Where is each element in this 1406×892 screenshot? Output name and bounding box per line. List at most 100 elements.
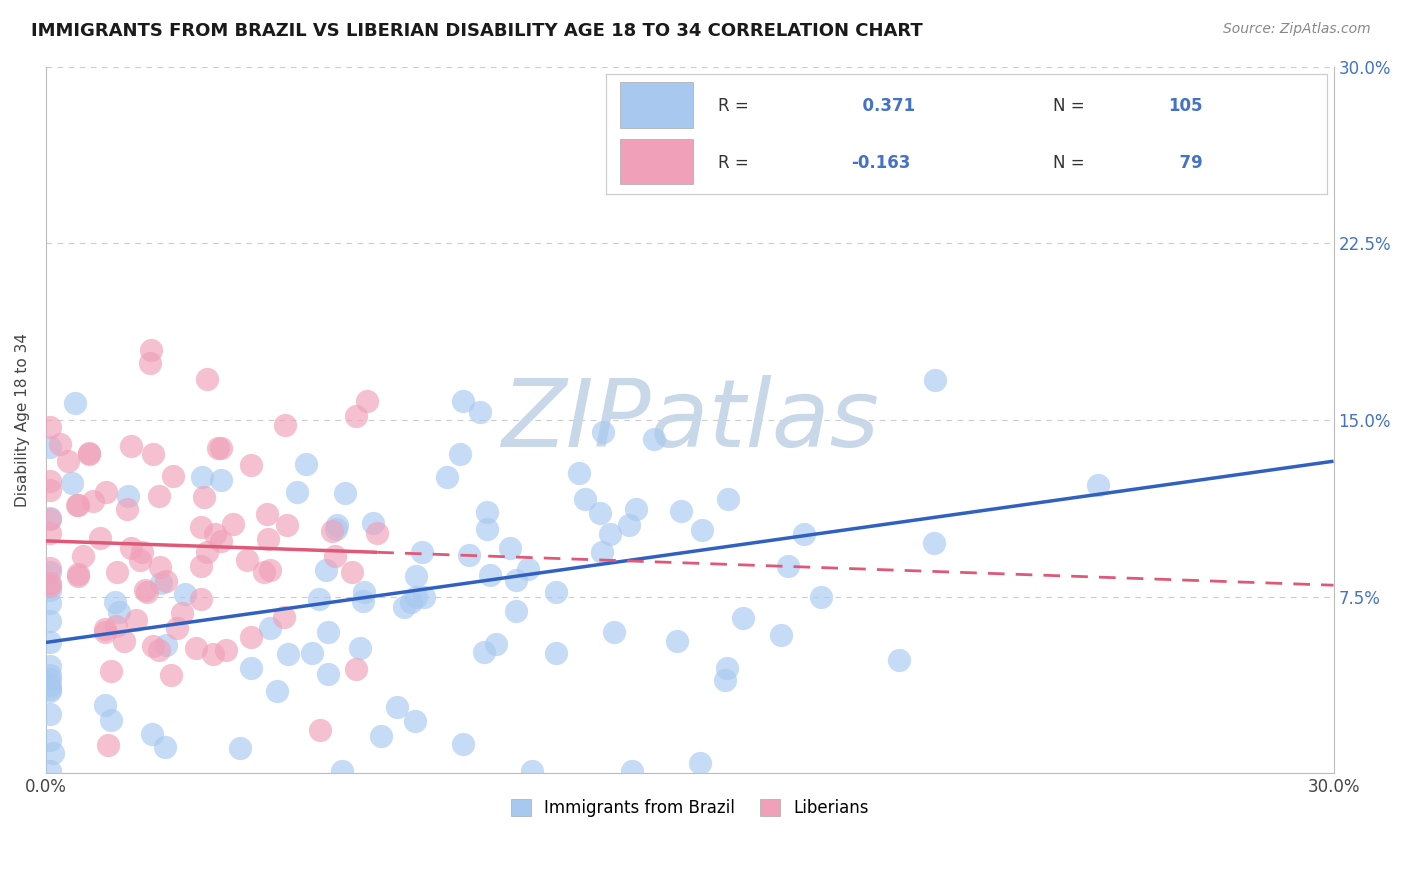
- Point: [97, 738, 120, 752]
- Point: [308, 592, 330, 607]
- Text: Source: ZipAtlas.com: Source: ZipAtlas.com: [1223, 22, 1371, 37]
- Point: [404, 714, 426, 728]
- Point: [150, 575, 173, 590]
- Point: [155, 574, 177, 588]
- Point: [162, 469, 184, 483]
- Point: [340, 565, 363, 579]
- Point: [155, 638, 177, 652]
- Point: [485, 637, 508, 651]
- Point: [603, 624, 626, 639]
- Point: [100, 665, 122, 679]
- Point: [105, 565, 128, 579]
- Point: [56, 454, 79, 468]
- Point: [449, 447, 471, 461]
- Point: [39, 526, 62, 541]
- Point: [285, 485, 308, 500]
- Point: [475, 504, 498, 518]
- Point: [412, 590, 434, 604]
- Point: [544, 647, 567, 661]
- Point: [436, 469, 458, 483]
- Point: [66, 567, 89, 582]
- Point: [451, 738, 474, 752]
- Point: [166, 621, 188, 635]
- Point: [517, 562, 540, 576]
- Point: [39, 672, 62, 686]
- Point: [316, 625, 339, 640]
- Point: [592, 425, 614, 440]
- Point: [39, 682, 62, 697]
- Point: [479, 568, 502, 582]
- Point: [366, 526, 388, 541]
- Point: [295, 457, 318, 471]
- Point: [475, 522, 498, 536]
- Point: [361, 516, 384, 531]
- Point: [39, 512, 62, 526]
- Point: [568, 466, 591, 480]
- Point: [273, 610, 295, 624]
- Point: [544, 585, 567, 599]
- Point: [239, 630, 262, 644]
- Point: [239, 661, 262, 675]
- Point: [770, 628, 793, 642]
- Point: [107, 605, 129, 619]
- Point: [39, 483, 62, 497]
- Point: [39, 634, 62, 648]
- Point: [134, 582, 156, 597]
- Point: [190, 591, 212, 606]
- Point: [100, 714, 122, 728]
- Point: [714, 673, 737, 688]
- Point: [120, 439, 142, 453]
- Point: [159, 668, 181, 682]
- Point: [39, 764, 62, 778]
- Point: [204, 527, 226, 541]
- Point: [333, 486, 356, 500]
- Point: [39, 579, 62, 593]
- Point: [184, 641, 207, 656]
- Point: [190, 519, 212, 533]
- Point: [316, 667, 339, 681]
- Point: [79, 446, 101, 460]
- Point: [39, 565, 62, 579]
- Point: [39, 576, 62, 591]
- Point: [39, 668, 62, 682]
- Point: [505, 604, 527, 618]
- Point: [1159, 142, 1181, 156]
- Point: [277, 647, 299, 661]
- Point: [153, 740, 176, 755]
- Point: [499, 541, 522, 555]
- Point: [148, 642, 170, 657]
- Point: [89, 531, 111, 545]
- Point: [195, 372, 218, 386]
- Point: [321, 524, 343, 538]
- Point: [520, 764, 543, 778]
- Point: [505, 573, 527, 587]
- Point: [315, 563, 337, 577]
- Point: [49, 437, 72, 451]
- Point: [690, 523, 713, 537]
- Point: [617, 518, 640, 533]
- Point: [209, 533, 232, 548]
- Point: [202, 647, 225, 661]
- Point: [39, 614, 62, 628]
- Point: [344, 662, 367, 676]
- Point: [624, 502, 647, 516]
- Point: [259, 563, 281, 577]
- Point: [344, 409, 367, 423]
- Point: [411, 545, 433, 559]
- Point: [112, 634, 135, 648]
- Point: [170, 607, 193, 621]
- Point: [574, 491, 596, 506]
- Point: [135, 584, 157, 599]
- Point: [733, 611, 755, 625]
- Point: [39, 474, 62, 488]
- Point: [60, 475, 83, 490]
- Point: [77, 447, 100, 461]
- Point: [330, 764, 353, 778]
- Point: [39, 596, 62, 610]
- Point: [39, 678, 62, 692]
- Point: [142, 447, 165, 461]
- Point: [128, 553, 150, 567]
- Point: [716, 661, 738, 675]
- Point: [66, 498, 89, 512]
- Point: [301, 646, 323, 660]
